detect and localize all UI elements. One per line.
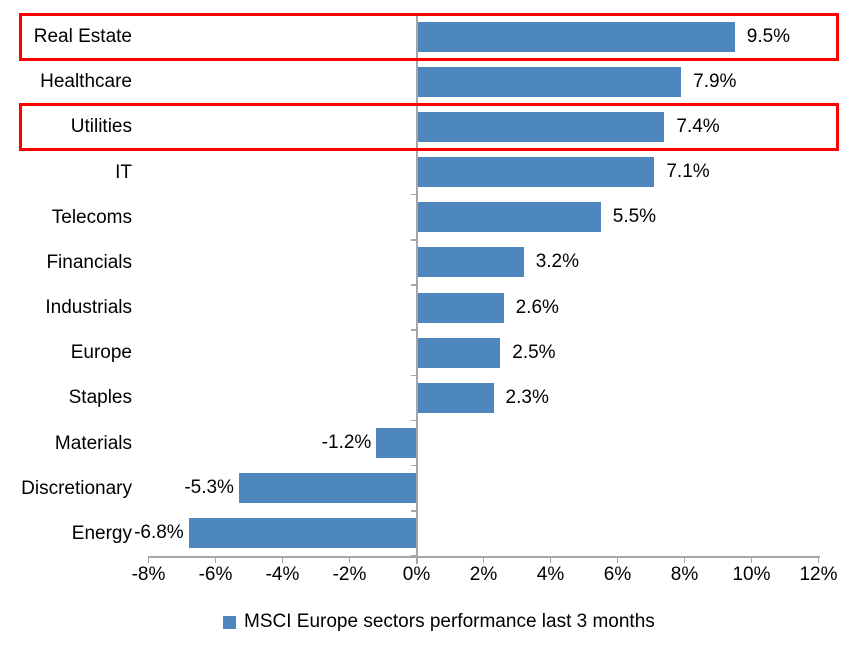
data-label-utilities: 7.4% (676, 115, 720, 137)
data-label-discretionary: -5.3% (184, 477, 234, 499)
category-tick (410, 284, 417, 286)
legend-label: MSCI Europe sectors performance last 3 m… (244, 611, 655, 632)
zero-axis-line (415, 14, 418, 564)
x-tick (214, 558, 217, 563)
x-tick-label: 0% (402, 564, 431, 585)
x-tick (817, 558, 820, 563)
category-label-materials: Materials (54, 432, 132, 454)
bar-real-estate (416, 21, 735, 52)
category-label-europe: Europe (70, 342, 132, 364)
value-axis-line (148, 556, 820, 558)
category-label-industrials: Industrials (45, 297, 132, 318)
bar-materials (376, 428, 417, 459)
category-tick (410, 419, 417, 422)
x-tick-label: -2% (332, 564, 367, 585)
data-label-telecoms: 5.5% (612, 206, 657, 228)
category-label-healthcare: Healthcare (40, 71, 132, 93)
x-tick (482, 558, 485, 563)
highlight-box-utilities (19, 103, 839, 152)
bar-utilities (416, 111, 665, 142)
data-label-energy: -6.8% (134, 522, 184, 544)
category-label-energy: Energy (71, 522, 132, 544)
bar-europe (416, 337, 501, 368)
bar-it (416, 157, 655, 188)
highlight-box-real-estate (19, 13, 839, 62)
bar-financials (416, 247, 524, 278)
category-tick (410, 239, 417, 241)
category-label-staples: Staples (68, 387, 132, 409)
category-label-utilities: Utilities (70, 116, 132, 138)
data-label-materials: -1.2% (321, 432, 372, 454)
x-tick (549, 558, 552, 563)
x-tick (415, 558, 418, 563)
bar-industrials (416, 292, 504, 323)
bar-healthcare (416, 66, 682, 97)
x-tick-label: 2% (469, 564, 498, 585)
x-tick-label: 6% (603, 564, 632, 585)
x-tick (147, 558, 150, 563)
category-label-real-estate: Real Estate (33, 26, 132, 47)
category-tick (410, 329, 417, 331)
data-label-financials: 3.2% (535, 251, 579, 273)
x-tick-label: 12% (799, 564, 838, 585)
data-label-europe: 2.5% (512, 341, 556, 363)
category-tick (410, 464, 417, 467)
bar-discretionary (238, 473, 417, 504)
x-tick-label: 4% (536, 564, 565, 585)
data-label-it: 7.1% (666, 161, 710, 183)
category-label-financials: Financials (46, 251, 132, 273)
x-tick-label: -8% (131, 564, 166, 585)
category-tick (410, 374, 417, 377)
x-tick-label: 8% (670, 564, 699, 585)
x-tick-label: -4% (265, 564, 300, 585)
legend-swatch-icon (223, 615, 236, 629)
x-tick (750, 558, 753, 563)
x-tick (348, 558, 351, 563)
x-tick (683, 558, 686, 563)
category-tick (410, 510, 417, 512)
x-tick-label: -6% (198, 564, 233, 585)
data-label-industrials: 2.6% (515, 296, 559, 318)
bar-telecoms (416, 202, 601, 233)
bar-staples (416, 382, 494, 413)
category-label-discretionary: Discretionary (21, 477, 132, 499)
x-tick (616, 558, 619, 563)
category-label-it: IT (115, 161, 132, 183)
data-label-real-estate: 9.5% (746, 25, 791, 47)
data-label-staples: 2.3% (505, 386, 549, 408)
category-tick (410, 193, 417, 196)
legend: MSCI Europe sectors performance last 3 m… (223, 609, 655, 635)
bar-energy (188, 518, 417, 549)
x-tick (281, 558, 284, 563)
x-tick-label: 10% (732, 564, 771, 585)
data-label-healthcare: 7.9% (693, 70, 737, 92)
category-label-telecoms: Telecoms (51, 206, 132, 228)
